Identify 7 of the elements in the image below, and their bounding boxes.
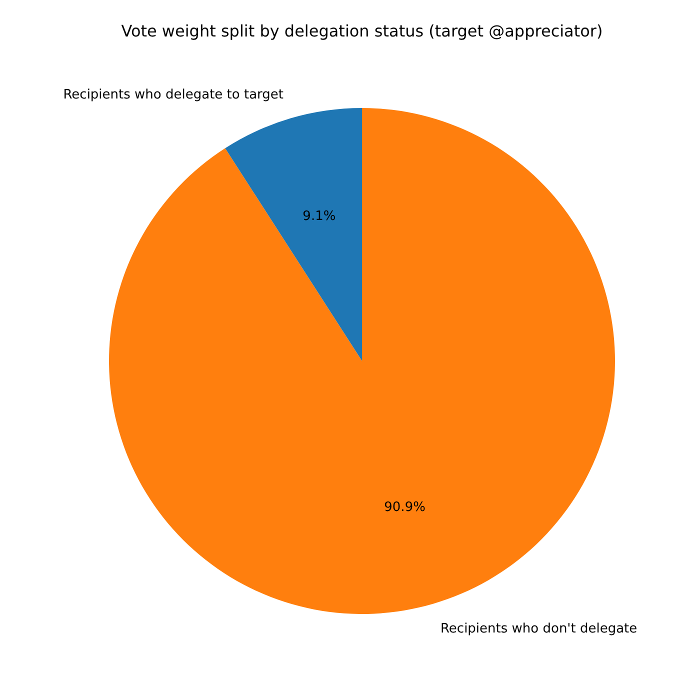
chart-title: Vote weight split by delegation status (target @appreciator) xyxy=(121,22,603,41)
data-label: 9.1% xyxy=(302,208,336,224)
pie-slice xyxy=(225,108,362,361)
pie-slice xyxy=(109,108,615,614)
slice-label: Recipients who delegate to target xyxy=(63,88,284,103)
slice-label: Recipients who don't delegate xyxy=(440,622,638,637)
data-label: 90.9% xyxy=(384,500,426,516)
